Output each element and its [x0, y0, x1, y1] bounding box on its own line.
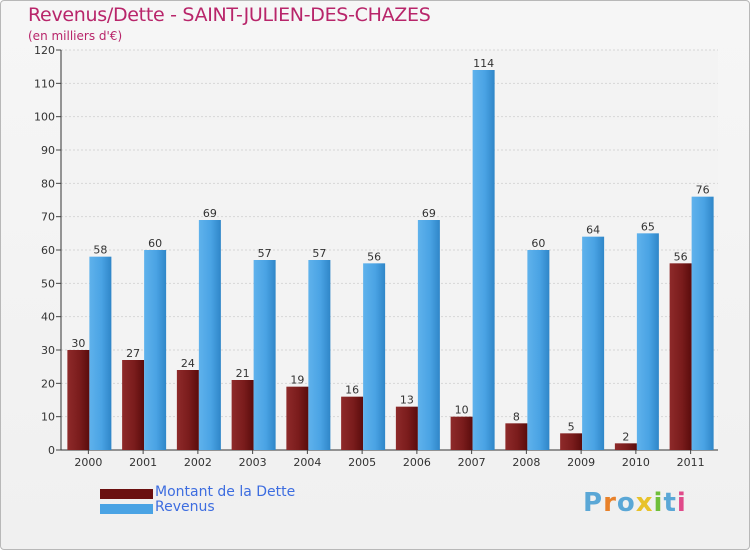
y-tick-label: 20 — [41, 377, 55, 390]
bar-revenus — [308, 260, 331, 450]
x-tick-label: 2006 — [403, 456, 431, 469]
bar-dette — [122, 360, 145, 450]
y-tick-label: 10 — [41, 411, 55, 424]
bar-dette — [560, 433, 583, 450]
bar-dette — [286, 386, 309, 450]
data-label-dette: 21 — [236, 367, 250, 380]
x-tick-label: 2004 — [293, 456, 321, 469]
x-tick-label: 2011 — [677, 456, 705, 469]
bar-revenus — [144, 250, 167, 450]
bar-revenus — [636, 233, 659, 450]
x-tick-label: 2008 — [512, 456, 540, 469]
bar-revenus — [198, 220, 221, 450]
y-tick-label: 0 — [48, 444, 55, 457]
data-label-dette: 30 — [71, 337, 85, 350]
logo-letter: i — [676, 488, 687, 518]
data-label-revenus: 60 — [148, 237, 162, 250]
x-tick-label: 2005 — [348, 456, 376, 469]
logo-letter: x — [635, 488, 654, 518]
bar-dette — [669, 263, 692, 450]
data-label-revenus: 57 — [258, 247, 272, 260]
data-label-dette: 10 — [455, 404, 469, 417]
logo-letter: i — [653, 488, 664, 518]
data-label-revenus: 114 — [473, 57, 494, 70]
bar-dette — [395, 406, 418, 450]
logo-letter: P — [583, 488, 604, 518]
legend-label-dette: Montant de la Dette — [155, 484, 296, 500]
data-label-dette: 2 — [622, 430, 629, 443]
x-tick-label: 2010 — [622, 456, 650, 469]
bar-revenus — [582, 236, 605, 450]
data-label-revenus: 76 — [696, 184, 710, 197]
x-tick-label: 2003 — [239, 456, 267, 469]
logo-letter: t — [663, 488, 677, 518]
bar-revenus — [527, 250, 550, 450]
y-tick-label: 50 — [41, 277, 55, 290]
bar-revenus — [472, 70, 495, 450]
data-label-dette: 56 — [674, 250, 688, 263]
y-tick-label: 80 — [41, 177, 55, 190]
data-label-dette: 27 — [126, 347, 140, 360]
data-label-revenus: 58 — [93, 244, 107, 257]
bar-dette — [505, 423, 528, 450]
y-tick-label: 70 — [41, 211, 55, 224]
x-tick-label: 2009 — [567, 456, 595, 469]
bar-dette — [176, 370, 199, 450]
y-tick-label: 120 — [34, 44, 55, 57]
chart-title: Revenus/Dette - SAINT-JULIEN-DES-CHAZES — [28, 4, 431, 26]
y-tick-label: 90 — [41, 144, 55, 157]
bar-revenus — [363, 263, 386, 450]
data-label-revenus: 56 — [367, 250, 381, 263]
data-label-revenus: 64 — [586, 224, 600, 237]
data-label-dette: 24 — [181, 357, 195, 370]
bar-dette — [341, 396, 364, 450]
bar-dette — [231, 380, 254, 450]
data-label-revenus: 57 — [312, 247, 326, 260]
data-label-revenus: 60 — [531, 237, 545, 250]
x-tick-label: 2007 — [458, 456, 486, 469]
data-label-dette: 13 — [400, 394, 414, 407]
data-label-revenus: 69 — [203, 207, 217, 220]
logo-letter: o — [616, 488, 636, 518]
x-tick-label: 2001 — [129, 456, 157, 469]
legend-label-revenus: Revenus — [155, 499, 215, 515]
y-tick-label: 40 — [41, 311, 55, 324]
bar-dette — [450, 416, 473, 450]
y-tick-label: 60 — [41, 244, 55, 257]
data-label-dette: 5 — [568, 420, 575, 433]
data-label-dette: 19 — [290, 374, 304, 387]
y-tick-label: 100 — [34, 111, 55, 124]
y-tick-label: 110 — [34, 77, 55, 90]
bar-dette — [614, 443, 637, 450]
data-label-revenus: 65 — [641, 220, 655, 233]
data-label-revenus: 69 — [422, 207, 436, 220]
proxiti-logo: Proxiti — [583, 488, 687, 518]
bar-revenus — [253, 260, 276, 450]
bar-dette — [67, 350, 90, 450]
data-label-dette: 8 — [513, 410, 520, 423]
bar-revenus — [691, 196, 714, 450]
legend-swatch-dette — [100, 489, 153, 499]
chart-subtitle: (en milliers d'€) — [28, 29, 123, 43]
logo-letter: r — [603, 488, 617, 518]
x-tick-label: 2000 — [74, 456, 102, 469]
y-tick-label: 30 — [41, 344, 55, 357]
data-label-dette: 16 — [345, 384, 359, 397]
bar-revenus — [89, 256, 112, 450]
x-tick-label: 2002 — [184, 456, 212, 469]
bar-revenus — [417, 220, 440, 450]
legend-swatch-revenus — [100, 504, 153, 514]
